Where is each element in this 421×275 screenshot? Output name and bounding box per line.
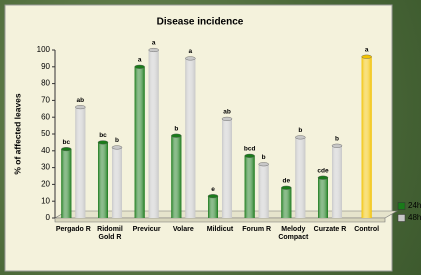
bar-shade — [61, 149, 71, 218]
significance-label: ab — [223, 109, 231, 116]
bar-top — [362, 55, 372, 59]
chart-root: Disease incidence % of affected leaves 0… — [0, 0, 421, 275]
bar-shade — [332, 146, 342, 218]
bar-top — [208, 194, 218, 198]
significance-label: bc — [99, 132, 107, 139]
floor-edge — [55, 218, 385, 222]
y-tick-label: 70 — [41, 96, 50, 105]
significance-label: b — [335, 135, 339, 142]
chart-title: Disease incidence — [157, 17, 244, 28]
y-tick-label: 10 — [41, 196, 50, 205]
legend-label: 48h — [408, 213, 421, 222]
bar-top — [135, 65, 145, 69]
significance-label: a — [365, 46, 369, 53]
bar-shade — [171, 136, 181, 218]
significance-label: a — [138, 57, 142, 64]
bar-shade — [112, 147, 122, 218]
y-tick-label: 50 — [41, 129, 50, 138]
bar-shade — [185, 58, 195, 218]
bar-top — [332, 144, 342, 148]
bar-top — [318, 176, 328, 180]
x-tick-label: Volare — [165, 226, 201, 234]
significance-label: bcd — [244, 146, 256, 153]
y-tick-label: 90 — [41, 62, 50, 71]
bar-top — [75, 105, 85, 109]
x-tick-label: Mildicut — [202, 226, 238, 234]
bar-shade — [295, 137, 305, 218]
y-tick-label: 0 — [46, 213, 51, 222]
legend-swatch — [398, 215, 405, 222]
bar-top — [222, 117, 232, 121]
y-tick-label: 100 — [37, 45, 51, 54]
bar-top — [149, 48, 159, 52]
legend-swatch — [398, 203, 405, 210]
bar-shade — [245, 156, 255, 218]
x-tick-label: Pergado R — [55, 226, 91, 234]
bar-top — [259, 162, 269, 166]
bar-top — [171, 134, 181, 138]
y-tick-label: 40 — [41, 146, 50, 155]
significance-label: a — [152, 40, 156, 47]
bar-top — [112, 146, 122, 150]
significance-label: ab — [77, 97, 85, 104]
bar-shade — [75, 107, 85, 218]
bar-top — [245, 154, 255, 158]
bar-shade — [208, 196, 218, 218]
significance-label: b — [262, 154, 266, 161]
bar-top — [185, 57, 195, 61]
y-tick-label: 20 — [41, 180, 50, 189]
x-tick-label: Melody Compact — [275, 226, 311, 242]
significance-label: a — [189, 48, 193, 55]
bar-top — [295, 136, 305, 140]
significance-label: bc — [63, 139, 71, 146]
bar-shade — [318, 178, 328, 218]
bar-shade — [362, 57, 372, 218]
bar-shade — [281, 188, 291, 218]
bar-top — [98, 141, 108, 145]
x-tick-label: Forum R — [239, 226, 275, 234]
bar-shade — [98, 142, 108, 218]
y-axis-label: % of affected leaves — [12, 93, 22, 175]
x-tick-label: Previcur — [129, 226, 165, 234]
significance-label: de — [283, 177, 291, 184]
bar-shade — [259, 164, 269, 218]
significance-label: b — [115, 137, 119, 144]
significance-label: b — [298, 127, 302, 134]
bar-top — [61, 147, 71, 151]
legend-label: 24h — [408, 201, 421, 210]
significance-label: e — [211, 186, 215, 193]
bar-shade — [149, 50, 159, 218]
bar-shade — [222, 119, 232, 218]
x-tick-label: Curzate R — [312, 226, 348, 234]
y-tick-label: 60 — [41, 112, 50, 121]
bar-shade — [135, 67, 145, 218]
significance-label: cde — [317, 167, 329, 174]
significance-label: b — [174, 125, 178, 132]
bar-top — [281, 186, 291, 190]
y-tick-label: 80 — [41, 79, 50, 88]
x-tick-label: Control — [349, 226, 385, 234]
x-tick-label: Ridomil Gold R — [92, 226, 128, 242]
y-tick-label: 30 — [41, 163, 50, 172]
